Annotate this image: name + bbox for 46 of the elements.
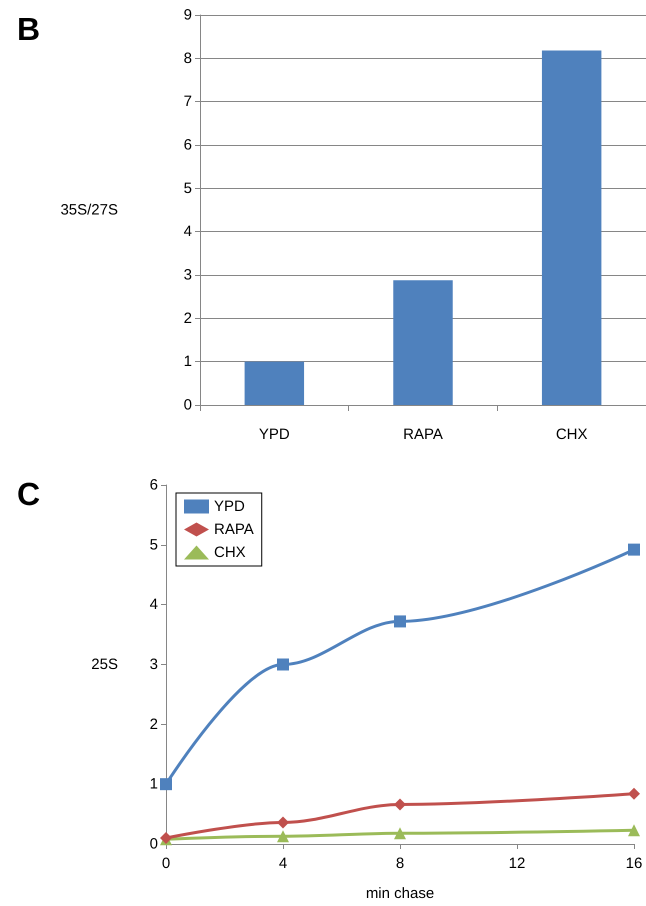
y-tick-label: 5 bbox=[184, 180, 192, 197]
chart-title: B bbox=[17, 11, 40, 47]
bar bbox=[244, 362, 304, 405]
y-tick-label: 7 bbox=[184, 93, 192, 110]
x-tick-label: 12 bbox=[508, 855, 526, 872]
y-tick-label: 3 bbox=[184, 266, 192, 284]
y-tick-label: 4 bbox=[184, 223, 192, 240]
point bbox=[277, 830, 289, 842]
x-tick-label: 4 bbox=[278, 855, 288, 872]
legend-label: CHX bbox=[214, 544, 246, 561]
legend-label: RAPA bbox=[214, 521, 254, 538]
y-tick-label: 2 bbox=[150, 716, 158, 733]
y-tick-label: 0 bbox=[150, 836, 158, 852]
chart-title: C bbox=[17, 476, 40, 512]
y-tick-label: 2 bbox=[184, 310, 192, 327]
y-tick-label: 6 bbox=[150, 476, 158, 494]
y-tick-label: 1 bbox=[150, 776, 158, 793]
x-tick-label: 16 bbox=[626, 855, 642, 872]
legend-label: YPD bbox=[214, 498, 246, 515]
y-axis-title: 25S bbox=[91, 656, 118, 673]
x-tick-label: 8 bbox=[396, 855, 404, 872]
point bbox=[394, 798, 406, 811]
point bbox=[394, 827, 406, 840]
point bbox=[628, 544, 640, 556]
point bbox=[628, 788, 640, 800]
point bbox=[394, 615, 406, 628]
x-tick-label: RAPA bbox=[403, 426, 443, 443]
x-tick-label: CHX bbox=[556, 426, 588, 443]
point bbox=[277, 816, 289, 828]
x-tick-label: YPD bbox=[258, 426, 290, 443]
y-tick-label: 0 bbox=[184, 396, 192, 414]
x-tick-label: 0 bbox=[162, 855, 170, 872]
point bbox=[160, 778, 172, 790]
bar bbox=[542, 50, 602, 405]
y-axis-title: 35S/27S bbox=[60, 202, 118, 218]
y-tick-label: 6 bbox=[184, 136, 192, 154]
y-tick-label: 5 bbox=[150, 536, 158, 554]
y-tick-label: 3 bbox=[150, 656, 158, 673]
y-tick-label: 1 bbox=[184, 353, 192, 370]
bar bbox=[393, 280, 453, 405]
point bbox=[277, 658, 289, 670]
x-axis-title: min chase bbox=[366, 885, 434, 902]
y-tick-label: 9 bbox=[184, 6, 192, 24]
point bbox=[628, 824, 640, 836]
y-tick-label: 8 bbox=[184, 50, 192, 67]
y-tick-label: 4 bbox=[150, 596, 158, 614]
